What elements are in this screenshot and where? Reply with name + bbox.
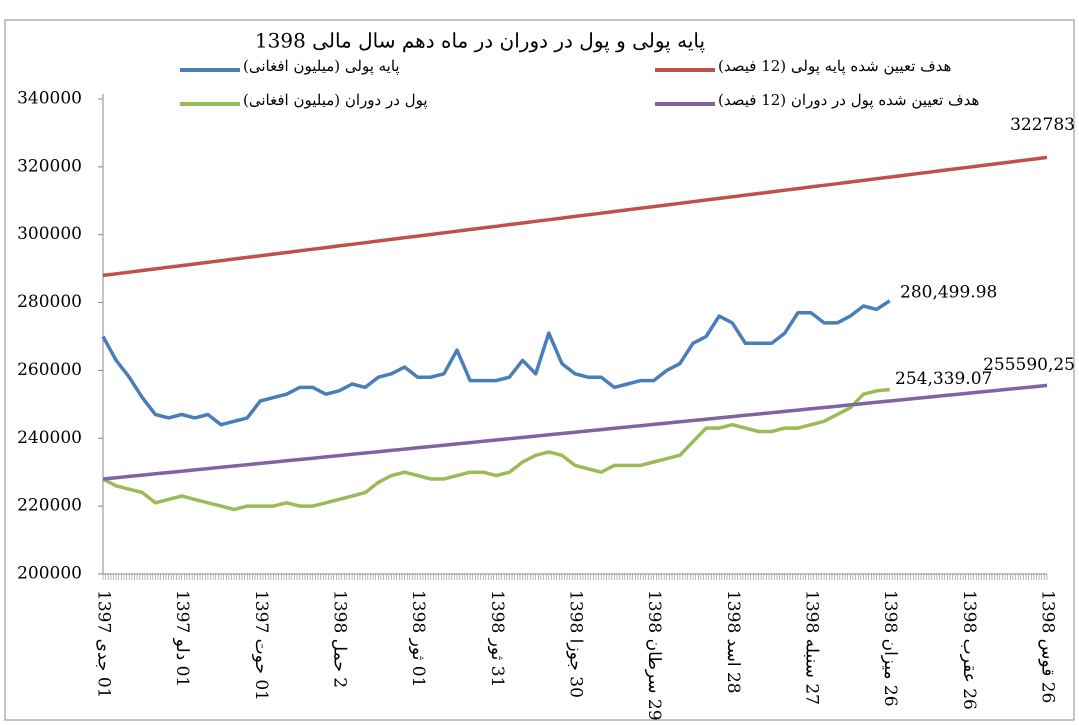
y-tick-label: 260000 xyxy=(17,360,82,380)
y-tick-label: 240000 xyxy=(17,428,82,448)
series-line xyxy=(102,387,890,512)
legend-label: هدف تعیین شده پایه پولی (12 فیصد) xyxy=(718,57,952,75)
legend-label: پول در دوران (میلیون افغانی) xyxy=(243,91,428,109)
y-tick-label: 300000 xyxy=(17,224,82,244)
x-tick-label: 29 سرطان 1398 xyxy=(644,590,664,721)
x-tick-label: 26 قوس 1398 xyxy=(1038,590,1058,703)
data-label: 322783 xyxy=(1010,115,1075,135)
x-tick-label: 27 سنبله 1398 xyxy=(802,590,822,705)
y-tick-label: 220000 xyxy=(17,496,82,516)
x-tick-label: 28 اسد 1398 xyxy=(723,590,743,694)
x-tick-label: 01 حوت 1397 xyxy=(251,590,271,701)
x-tick-label: 26 عقرب 1398 xyxy=(959,590,979,710)
x-tick-label: 01 دلو 1397 xyxy=(172,590,192,687)
data-label: 280,499.98 xyxy=(900,282,997,302)
data-label: 255590,25 xyxy=(983,355,1075,375)
series-line xyxy=(102,383,1048,481)
legend-label: هدف تعیین شده پول در دوران (12 فیصد) xyxy=(718,91,979,109)
y-tick-label: 200000 xyxy=(17,564,82,584)
series-line xyxy=(101,299,891,427)
x-tick-label: 26 میزان 1398 xyxy=(880,590,900,707)
x-tick-label: 01 ثور 1398 xyxy=(408,590,428,687)
y-tick-label: 280000 xyxy=(17,292,82,312)
x-tick-label: 30 جوزا 1398 xyxy=(566,590,586,698)
y-tick-label: 340000 xyxy=(17,89,82,109)
chart-frame xyxy=(4,19,1075,721)
y-tick-label: 320000 xyxy=(17,156,82,176)
data-label: 254,339.07 xyxy=(895,369,992,389)
x-tick-label: 2 حمل 1398 xyxy=(330,590,350,688)
chart-title: پایه پولی و پول در دوران در ماه دهم سال … xyxy=(255,29,705,53)
x-tick-label: 01 جدی 1397 xyxy=(94,590,114,698)
series-line xyxy=(102,155,1048,278)
legend-label: پایه پولی (میلیون افغانی) xyxy=(243,57,400,75)
x-tick-label: 31 ثور 1398 xyxy=(487,590,507,687)
